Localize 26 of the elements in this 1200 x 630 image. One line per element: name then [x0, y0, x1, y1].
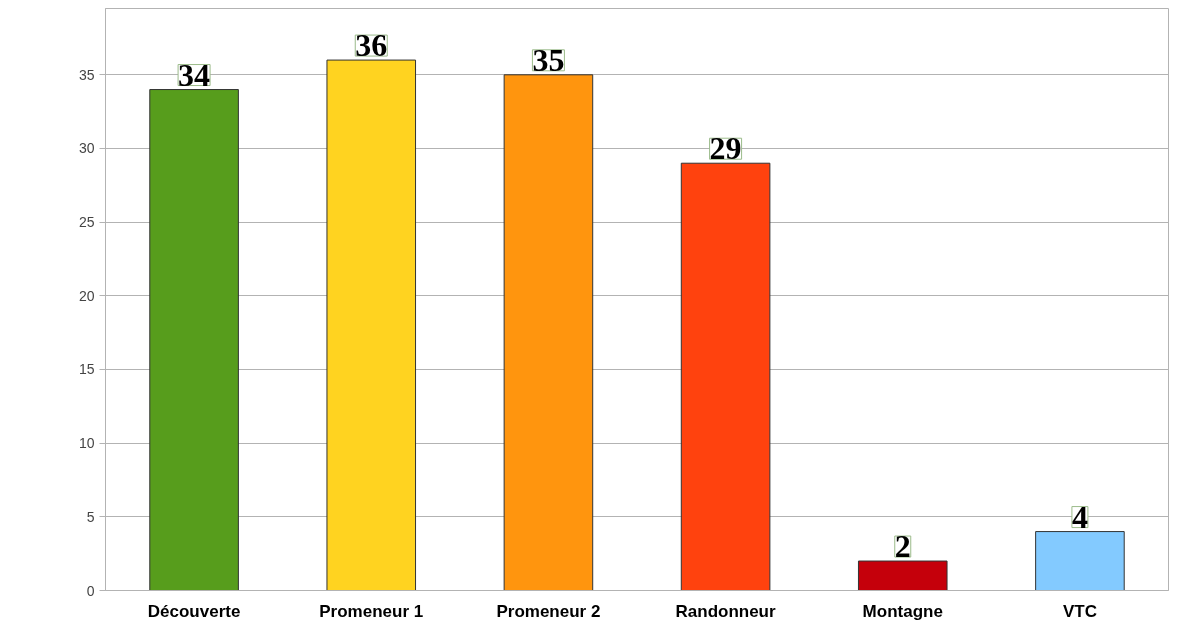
bar: [857, 560, 948, 591]
data-label: 29: [709, 130, 742, 167]
bar: [680, 162, 771, 591]
data-label: 35: [532, 41, 565, 78]
data-label: 2: [894, 528, 911, 565]
data-label: 36: [355, 27, 388, 64]
x-tick-label: Montagne: [862, 601, 943, 621]
x-tick-label: Promeneur 2: [496, 601, 601, 621]
y-tick-label: 5: [86, 508, 95, 525]
y-tick-label: 10: [78, 435, 95, 452]
x-tick-label: Randonneur: [675, 601, 777, 621]
x-tick-label: Découverte: [147, 601, 241, 621]
x-tick-label: Promeneur 1: [319, 601, 424, 621]
y-tick-label: 35: [78, 66, 95, 83]
bar: [149, 89, 239, 591]
x-tick-label: VTC: [1062, 601, 1097, 621]
bar: [1035, 531, 1125, 591]
y-tick-label: 30: [78, 140, 95, 157]
data-label: 4: [1071, 498, 1088, 535]
bar: [326, 59, 417, 591]
y-tick-label: 0: [86, 582, 95, 599]
bar: [503, 74, 594, 591]
y-tick-label: 15: [78, 361, 95, 378]
data-label: 34: [178, 56, 211, 93]
y-tick-label: 20: [78, 287, 95, 304]
y-tick-label: 25: [78, 214, 95, 231]
